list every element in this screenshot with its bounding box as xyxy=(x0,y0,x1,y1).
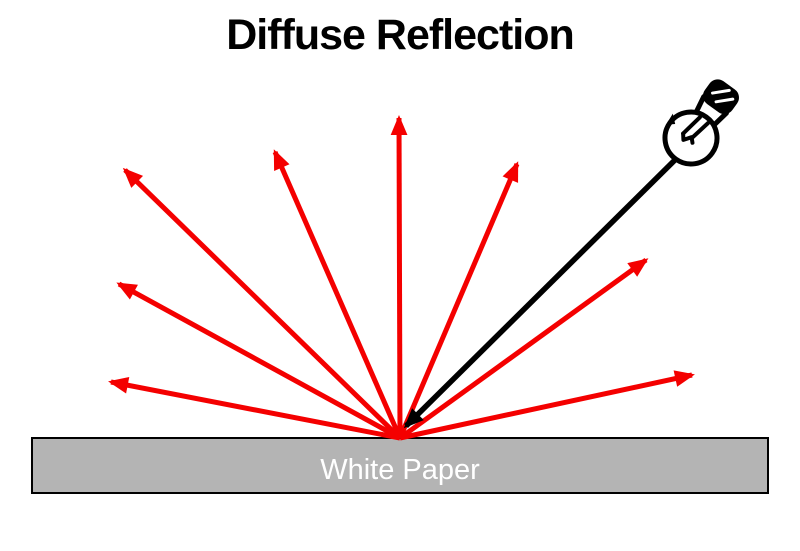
bulb-cap-hatch xyxy=(711,88,735,104)
page-title: Diffuse Reflection xyxy=(226,11,575,59)
reflected-ray-3 xyxy=(390,115,408,439)
paper-surface xyxy=(31,437,769,494)
reflected-ray-1 xyxy=(122,167,402,440)
bulb-filament-supports xyxy=(681,115,710,139)
reflected-ray-5 xyxy=(116,281,402,441)
reflected-rays-group xyxy=(108,115,695,441)
reflected-ray-8 xyxy=(399,370,695,441)
surface-label: White Paper xyxy=(320,454,480,486)
incident-ray xyxy=(403,150,685,429)
reflected-ray-7 xyxy=(398,257,649,441)
bulb-glass-flare xyxy=(665,113,676,125)
reflected-ray-2 xyxy=(272,149,403,440)
incident-ray-group xyxy=(403,150,685,429)
bulb-neck xyxy=(693,94,729,128)
bulb-filament-zigzag xyxy=(681,131,695,145)
reflected-ray-6 xyxy=(108,376,401,441)
light-bulb-icon xyxy=(662,79,739,167)
reflected-ray-4 xyxy=(397,161,520,439)
bulb-cap xyxy=(702,79,739,115)
